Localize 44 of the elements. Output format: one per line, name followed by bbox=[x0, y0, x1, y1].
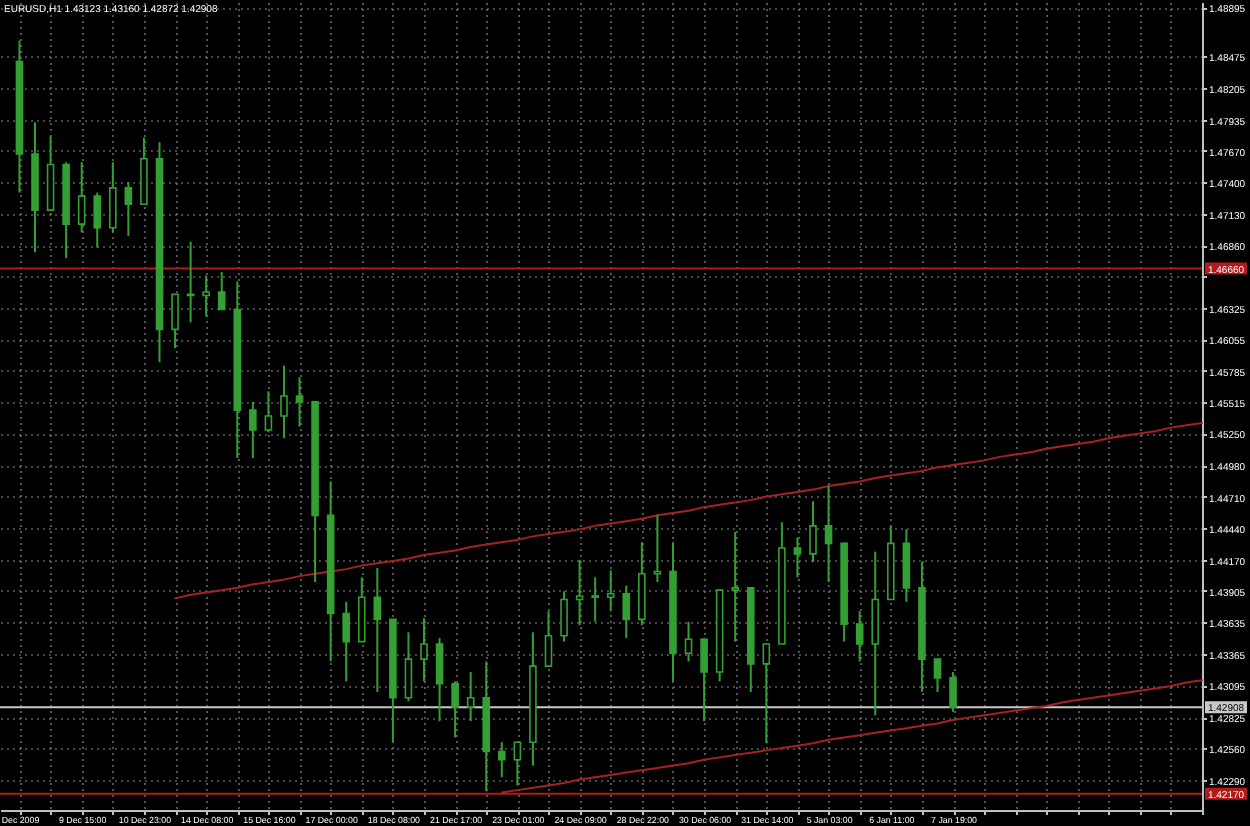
candlestick bbox=[684, 620, 693, 663]
candlestick bbox=[217, 271, 226, 311]
candlestick bbox=[46, 135, 55, 212]
candlestick bbox=[809, 500, 817, 564]
candlestick bbox=[451, 680, 459, 739]
candlestick bbox=[638, 541, 646, 627]
candlestick bbox=[420, 617, 428, 683]
candlestick bbox=[544, 610, 553, 668]
candlestick bbox=[498, 741, 506, 779]
candlestick bbox=[249, 400, 257, 460]
candlestick bbox=[949, 671, 957, 713]
candlestick bbox=[140, 136, 148, 206]
candlestick bbox=[93, 191, 102, 249]
candlestick bbox=[435, 637, 444, 723]
candlestick bbox=[575, 558, 584, 627]
candlestick bbox=[342, 600, 351, 683]
candlestick bbox=[622, 584, 631, 640]
candlestick bbox=[202, 274, 210, 318]
candlestick bbox=[591, 576, 599, 623]
candlestick bbox=[824, 485, 833, 583]
candlestick bbox=[171, 293, 179, 350]
candlestick bbox=[653, 514, 662, 583]
candlestick bbox=[466, 671, 475, 723]
candlestick bbox=[404, 631, 413, 703]
candlestick bbox=[264, 390, 273, 434]
candlestick bbox=[606, 569, 615, 613]
candlestick bbox=[280, 364, 288, 440]
candlestick bbox=[731, 530, 739, 643]
candlestick bbox=[373, 566, 382, 693]
candlestick bbox=[295, 376, 304, 428]
candlestick bbox=[793, 536, 802, 579]
candlestick bbox=[357, 576, 366, 643]
candlestick bbox=[700, 637, 708, 723]
line-series bbox=[174, 421, 1203, 600]
candlestick bbox=[933, 658, 942, 693]
candlestick bbox=[560, 590, 568, 643]
candlestick bbox=[855, 610, 864, 663]
candlestick bbox=[871, 550, 880, 717]
candlestick bbox=[109, 161, 117, 234]
candlestick bbox=[513, 741, 522, 787]
candlestick bbox=[902, 528, 911, 603]
candlestick bbox=[124, 181, 133, 237]
candlestick bbox=[762, 642, 771, 745]
candlestick bbox=[77, 161, 86, 234]
